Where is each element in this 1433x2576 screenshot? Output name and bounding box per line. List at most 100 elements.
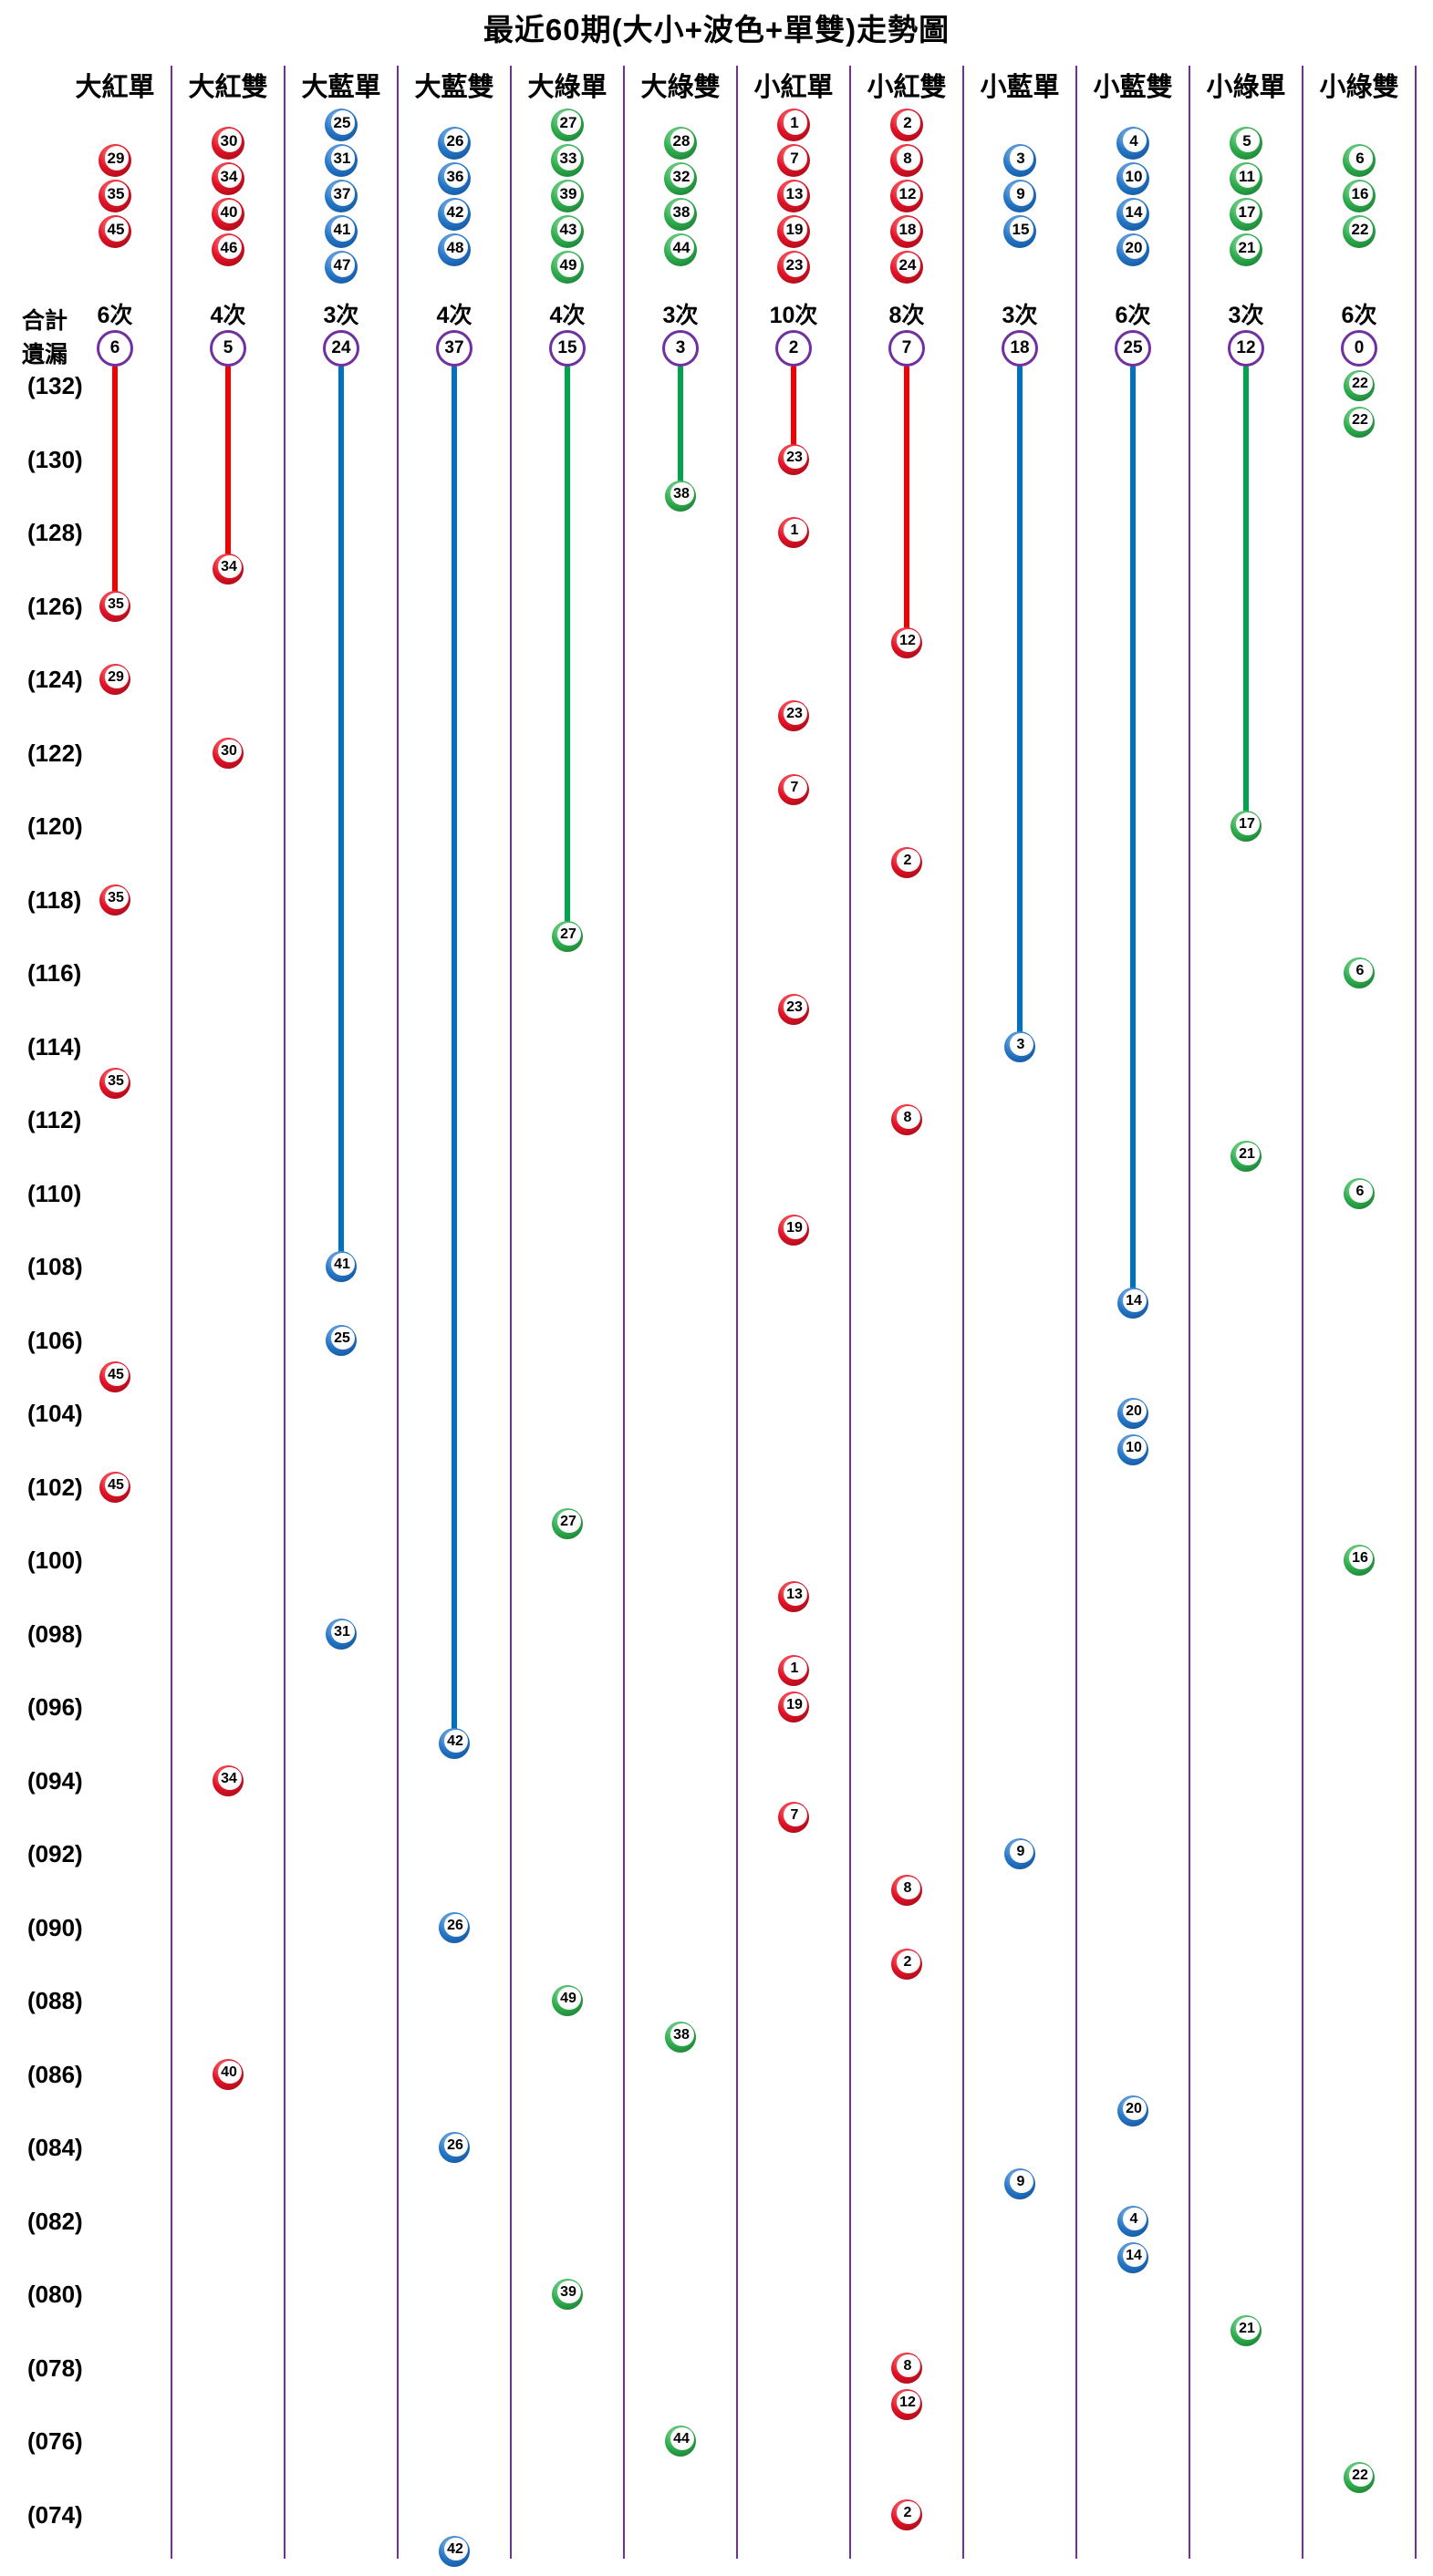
ball-shine [217, 163, 243, 189]
total-count: 6次 [1115, 303, 1151, 328]
ball-shine [331, 1253, 355, 1277]
ball-number: 14 [1126, 1293, 1142, 1309]
legend-ball: 42 [438, 197, 471, 231]
grid-ball: 45 [99, 1471, 130, 1503]
ball-shine [556, 253, 582, 277]
column-header: 大綠雙 [640, 73, 721, 102]
column-divider [962, 66, 964, 2559]
ball-number: 37 [333, 185, 351, 202]
ball-number: 38 [672, 202, 691, 221]
ball-number: 6 [1355, 963, 1365, 978]
ball-shine [1235, 234, 1261, 260]
grid-ball: 35 [99, 1067, 130, 1099]
ball-number: 22 [1352, 376, 1368, 391]
ball-shine [1236, 2317, 1260, 2341]
legend-ball: 39 [551, 180, 584, 212]
ball-shine [670, 163, 695, 189]
legend-ball: 21 [1230, 233, 1262, 266]
ball-number: 36 [446, 167, 464, 185]
column-header: 大紅單 [75, 73, 155, 102]
row-label: (120) [27, 812, 83, 840]
ball-shine [783, 110, 808, 135]
missing-streak-line [1130, 365, 1136, 1304]
ball-shine [784, 1216, 807, 1239]
ball-shine [783, 253, 808, 277]
ball-number: 30 [221, 742, 237, 759]
legend-ball: 8 [890, 144, 923, 177]
row-label: (128) [27, 519, 83, 546]
ball-shine [1122, 199, 1147, 224]
legend-ball: 13 [777, 180, 810, 212]
ball-shine [1122, 163, 1147, 189]
ball-number: 26 [447, 2137, 463, 2153]
ball-number: 19 [786, 1219, 803, 1236]
grid-ball: 13 [778, 1581, 809, 1613]
grid-ball: 10 [1117, 1434, 1148, 1466]
ball-number: 40 [220, 202, 238, 221]
ball-shine [105, 885, 129, 909]
ball-shine [897, 1950, 920, 1973]
ball-shine [1349, 372, 1373, 396]
ball-shine [1123, 2243, 1147, 2267]
ball-number: 12 [899, 632, 916, 648]
ball-number: 6 [1355, 150, 1365, 167]
ball-shine [105, 1362, 129, 1386]
legend-ball: 40 [212, 197, 244, 231]
ball-number: 11 [1239, 167, 1255, 185]
row-label: (086) [27, 2060, 83, 2088]
column-header: 大藍單 [301, 73, 381, 102]
grid-ball: 7 [778, 773, 809, 805]
grid-ball: 42 [439, 2535, 470, 2567]
row-label: (094) [27, 1766, 83, 1795]
ball-shine [897, 1106, 920, 1130]
ball-shine [105, 666, 129, 689]
legend-ball: 37 [325, 180, 358, 212]
ball-number: 21 [1239, 1146, 1255, 1163]
row-label: (100) [27, 1547, 83, 1574]
legend-ball: 45 [99, 215, 131, 248]
ball-shine [330, 217, 356, 242]
total-row-label: 合計 [22, 308, 68, 334]
total-count: 6次 [1341, 303, 1377, 328]
grid-ball: 14 [1117, 1288, 1148, 1319]
ball-shine [897, 2354, 920, 2377]
ball-shine [783, 146, 808, 171]
grid-ball: 1 [778, 517, 809, 548]
ball-shine [1009, 181, 1034, 206]
ball-shine [670, 199, 695, 224]
total-count: 3次 [662, 303, 699, 328]
ball-number: 7 [790, 150, 799, 167]
ball-number: 1 [790, 522, 799, 538]
row-label: (132) [27, 372, 83, 399]
ball-number: 7 [790, 1806, 799, 1823]
grid-ball: 19 [778, 1691, 809, 1723]
ball-number: 23 [785, 256, 804, 274]
legend-ball: 32 [664, 161, 697, 195]
grid-ball: 35 [99, 590, 130, 622]
column-divider [623, 66, 625, 2559]
ball-number: 23 [786, 706, 803, 722]
grid-ball: 23 [778, 700, 809, 732]
row-label: (090) [27, 1913, 83, 1941]
ball-shine [670, 234, 695, 260]
grid-ball: 22 [1344, 2462, 1375, 2494]
missing-streak-line [452, 365, 457, 1744]
ball-shine [784, 519, 807, 543]
ball-shine [331, 1619, 355, 1643]
missing-streak-line [678, 365, 683, 496]
grid-ball: 21 [1231, 1141, 1262, 1173]
legend-ball: 16 [1343, 180, 1376, 212]
grid-ball: 9 [1004, 2168, 1035, 2200]
ball-number: 18 [898, 221, 917, 238]
ball-number: 10 [1125, 167, 1143, 185]
column-divider [736, 66, 738, 2559]
ball-number: 24 [898, 256, 917, 274]
row-label: (104) [27, 1400, 83, 1427]
ball-number: 2 [903, 1953, 912, 1970]
missing-streak-line [791, 365, 796, 460]
column-divider [1075, 66, 1077, 2559]
missing-count-circle: 6 [97, 330, 133, 367]
ball-number: 4 [1129, 131, 1138, 150]
legend-ball: 24 [890, 251, 923, 284]
ball-shine [444, 1913, 468, 1937]
